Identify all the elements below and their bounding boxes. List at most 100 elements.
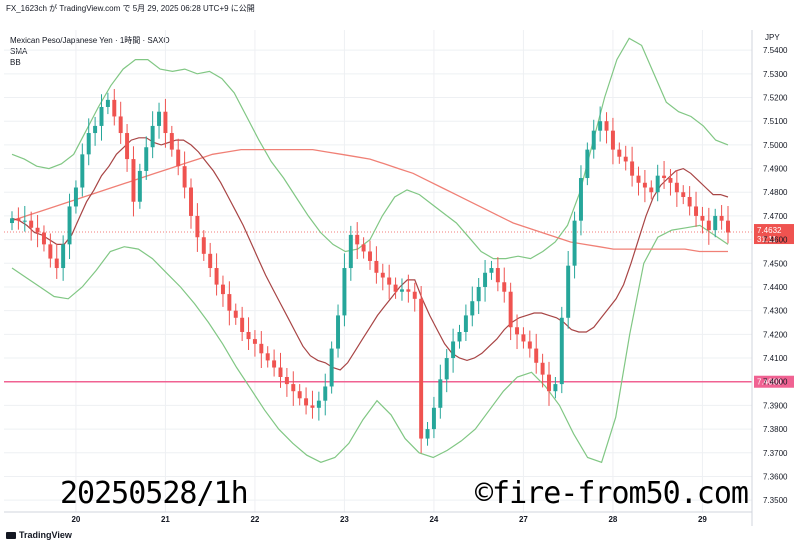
candlesticks bbox=[10, 88, 730, 454]
candle-down bbox=[304, 398, 309, 406]
candle-up bbox=[598, 121, 603, 131]
candle-down bbox=[387, 277, 392, 285]
candle-down bbox=[361, 244, 366, 252]
candle-up bbox=[572, 220, 577, 266]
tradingview-icon bbox=[6, 532, 16, 540]
watermark-date: 20250528/1h bbox=[60, 476, 249, 511]
candle-down bbox=[278, 367, 283, 377]
bb-upper-line bbox=[11, 37, 729, 260]
candle-up bbox=[451, 341, 456, 359]
x-tick-label: 22 bbox=[250, 515, 259, 524]
candle-up bbox=[10, 218, 14, 224]
candle-down bbox=[508, 291, 513, 328]
candle-down bbox=[380, 272, 385, 278]
candle-down bbox=[700, 215, 705, 221]
y-tick-label: 7.4900 bbox=[763, 165, 788, 174]
candle-up bbox=[80, 154, 85, 188]
candle-down bbox=[719, 215, 724, 221]
sma-indicator-label[interactable]: SMA bbox=[10, 47, 28, 56]
candle-down bbox=[687, 196, 692, 207]
candle-down bbox=[502, 282, 507, 292]
candle-down bbox=[534, 348, 539, 363]
x-tick-label: 28 bbox=[608, 515, 617, 524]
candle-down bbox=[412, 291, 417, 299]
y-tick-label: 7.4300 bbox=[763, 307, 788, 316]
candle-up bbox=[22, 220, 27, 222]
axes: 7.5400 7.5300 7.5200 7.5100 7.5000 7.4900 7.48… bbox=[4, 30, 788, 526]
x-tick-label: 27 bbox=[519, 515, 528, 524]
y-tick-label: 7.4100 bbox=[763, 354, 788, 363]
candle-down bbox=[265, 353, 270, 361]
candle-down bbox=[176, 149, 181, 167]
candle-down bbox=[668, 178, 673, 183]
y-tick-label: 7.4200 bbox=[763, 330, 788, 339]
candle-down bbox=[521, 334, 526, 342]
candle-down bbox=[118, 116, 123, 134]
bb-indicator-label[interactable]: BB bbox=[10, 58, 21, 67]
candle-down bbox=[246, 331, 251, 340]
candle-up bbox=[463, 315, 468, 332]
chart-legend: Mexican Peso/Japanese Yen · 1時間 · SAXO S… bbox=[10, 35, 170, 68]
candle-up bbox=[67, 206, 72, 245]
candle-down bbox=[623, 156, 628, 162]
symbol-label[interactable]: Mexican Peso/Japanese Yen · 1時間 · SAXO bbox=[10, 36, 170, 45]
candle-down bbox=[617, 149, 622, 157]
candle-down bbox=[272, 360, 277, 368]
candle-up bbox=[559, 317, 564, 385]
watermark-site: ©fire-from50.com bbox=[475, 476, 749, 511]
candle-up bbox=[431, 407, 436, 430]
candle-up bbox=[73, 187, 78, 207]
candle-down bbox=[233, 310, 238, 318]
candle-up bbox=[713, 215, 718, 231]
bar-countdown: 31:11 bbox=[757, 235, 777, 244]
x-tick-label: 24 bbox=[429, 515, 438, 524]
candle-up bbox=[61, 244, 66, 269]
y-tick-label: 7.4700 bbox=[763, 212, 788, 221]
candle-down bbox=[515, 327, 520, 335]
candle-up bbox=[137, 170, 142, 202]
last-price-value: 7.4632 bbox=[757, 226, 782, 235]
candle-down bbox=[201, 237, 206, 254]
candle-down bbox=[227, 294, 232, 311]
candle-down bbox=[662, 175, 667, 179]
candle-down bbox=[169, 133, 174, 150]
moving-averages bbox=[11, 137, 729, 371]
candle-up bbox=[425, 429, 430, 439]
y-tick-label: 7.4600 bbox=[763, 236, 788, 245]
candle-down bbox=[259, 343, 264, 354]
y-tick-label: 7.4400 bbox=[763, 283, 788, 292]
last-price-tag bbox=[754, 224, 794, 245]
candle-down bbox=[604, 121, 609, 131]
candle-down bbox=[297, 391, 302, 399]
tradingview-logo[interactable]: TradingView bbox=[6, 530, 72, 540]
published-line: FX_1623ch が TradingView.com で 5月 29, 202… bbox=[6, 4, 255, 13]
candle-down bbox=[310, 405, 315, 408]
candle-down bbox=[208, 253, 213, 269]
candle-up bbox=[438, 379, 443, 408]
y-tick-label: 7.3700 bbox=[763, 449, 788, 458]
candle-down bbox=[112, 99, 117, 117]
candle-up bbox=[470, 301, 475, 316]
candle-down bbox=[547, 374, 551, 392]
candle-up bbox=[342, 268, 347, 316]
candle-down bbox=[220, 284, 225, 295]
candle-up bbox=[144, 147, 149, 171]
candle-up bbox=[336, 315, 341, 349]
candle-down bbox=[16, 218, 21, 221]
candle-down bbox=[214, 268, 219, 285]
sma-long-line bbox=[11, 148, 728, 253]
bollinger-bands bbox=[11, 37, 729, 464]
sma-short-line bbox=[11, 137, 729, 371]
candle-up bbox=[655, 175, 660, 193]
candle-down bbox=[35, 227, 40, 233]
y-tick-label: 7.5100 bbox=[763, 117, 788, 126]
candle-down bbox=[29, 220, 34, 228]
candle-up bbox=[476, 286, 481, 302]
candle-up bbox=[489, 268, 494, 273]
candle-up bbox=[329, 348, 334, 387]
candle-up bbox=[566, 265, 571, 318]
candle-up bbox=[483, 272, 488, 287]
y-tick-label: 7.4000 bbox=[763, 378, 788, 387]
